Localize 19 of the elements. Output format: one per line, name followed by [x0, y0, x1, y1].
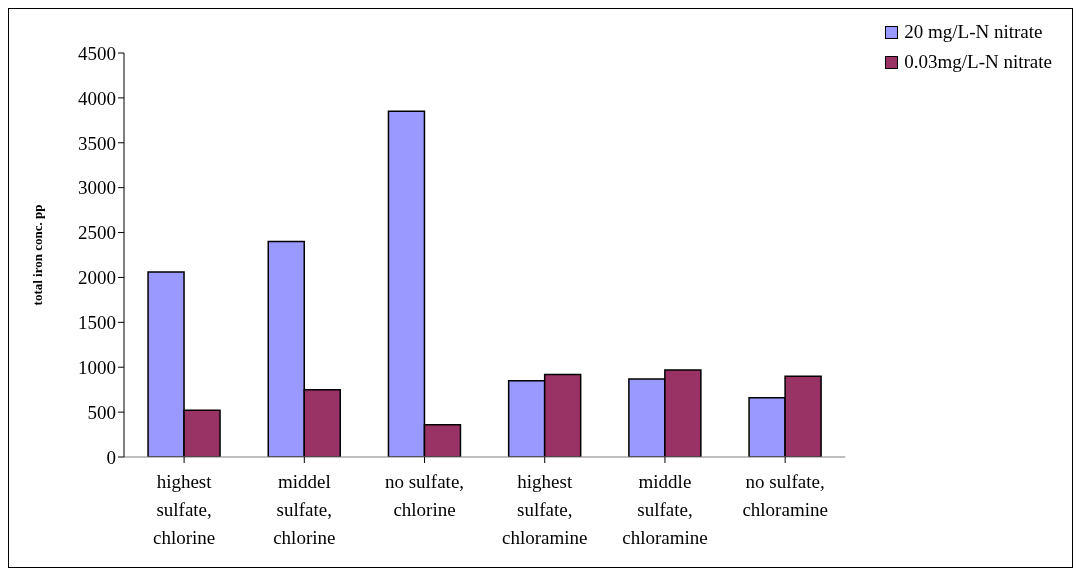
y-tick-label: 4500	[78, 42, 116, 64]
y-tick-label: 3500	[78, 132, 116, 154]
y-tick-label: 500	[87, 401, 116, 423]
x-tick-label: no sulfate, chloramine	[742, 471, 828, 521]
legend-label: 20 mg/L-N nitrate	[904, 21, 1043, 43]
x-tick-label: middel sulfate, chlorine	[273, 471, 336, 549]
legend-label: 0.03mg/L-N nitrate	[904, 51, 1052, 73]
y-tick-label: 0	[106, 446, 116, 468]
x-tick-label: middle sulfate, chloramine	[622, 471, 708, 549]
y-tick-label: 1500	[78, 312, 116, 334]
x-tick-label: highest sulfate, chlorine	[152, 471, 216, 549]
y-tick-label: 3000	[78, 177, 116, 199]
y-axis-title: total iron conc. pp	[29, 204, 45, 306]
y-tick-label: 4000	[78, 87, 116, 109]
y-tick-label: 2500	[78, 222, 116, 244]
x-tick-label: highest sulfate, chloramine	[501, 471, 588, 549]
y-tick-label: 1000	[78, 356, 116, 378]
x-tick-label: no sulfate, chlorine	[384, 471, 465, 521]
y-tick-label: 2000	[78, 267, 116, 289]
